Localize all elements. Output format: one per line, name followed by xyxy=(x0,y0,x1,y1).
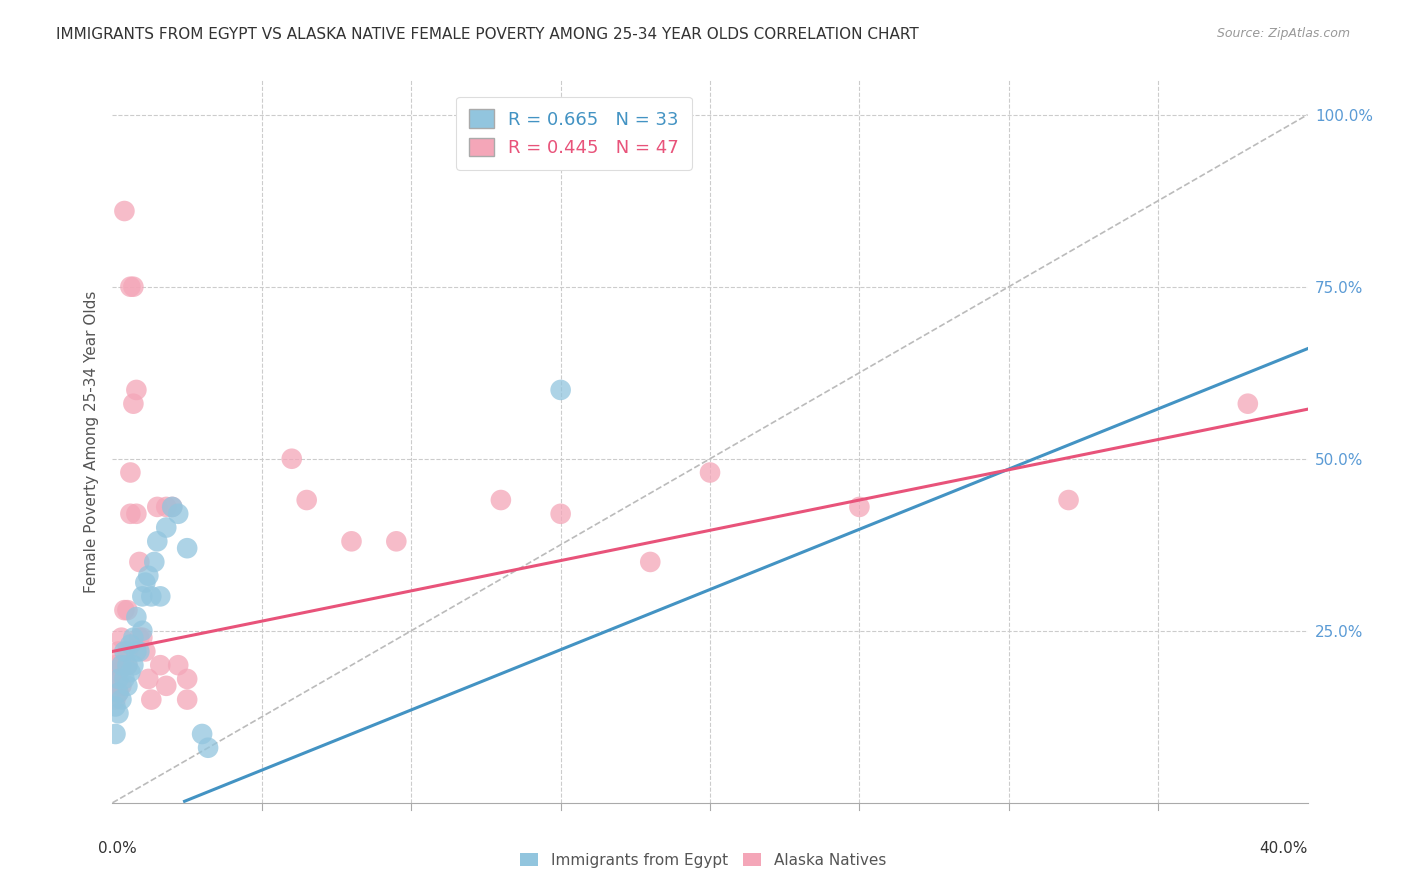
Point xyxy=(125,507,148,521)
Point xyxy=(107,686,129,700)
Point xyxy=(114,658,135,673)
Point xyxy=(114,204,135,219)
Point xyxy=(138,672,160,686)
Point xyxy=(110,658,132,673)
Point xyxy=(117,679,139,693)
Point xyxy=(110,658,132,673)
Point xyxy=(107,706,129,721)
Point xyxy=(699,466,721,480)
Point xyxy=(131,624,153,638)
Point xyxy=(125,383,148,397)
Point xyxy=(155,520,177,534)
Point xyxy=(146,500,169,514)
Point xyxy=(107,672,129,686)
Point xyxy=(640,555,662,569)
Point xyxy=(141,692,163,706)
Point xyxy=(197,740,219,755)
Point xyxy=(1057,493,1080,508)
Point xyxy=(131,590,153,604)
Point xyxy=(143,555,166,569)
Point xyxy=(149,590,172,604)
Point xyxy=(120,638,142,652)
Point xyxy=(110,631,132,645)
Point xyxy=(550,383,572,397)
Point xyxy=(155,500,177,514)
Point xyxy=(117,603,139,617)
Point xyxy=(117,658,139,673)
Point xyxy=(295,493,318,508)
Text: Source: ZipAtlas.com: Source: ZipAtlas.com xyxy=(1216,27,1350,40)
Point xyxy=(120,466,142,480)
Point xyxy=(122,397,145,411)
Point xyxy=(125,644,148,658)
Point xyxy=(114,644,135,658)
Point xyxy=(176,541,198,556)
Point xyxy=(489,493,512,508)
Text: 0.0%: 0.0% xyxy=(98,841,138,856)
Point xyxy=(120,665,142,679)
Point xyxy=(138,568,160,582)
Point xyxy=(125,610,148,624)
Point xyxy=(107,686,129,700)
Point xyxy=(134,575,156,590)
Point xyxy=(281,451,304,466)
Point xyxy=(122,658,145,673)
Point xyxy=(340,534,363,549)
Text: 40.0%: 40.0% xyxy=(1260,841,1308,856)
Point xyxy=(128,644,150,658)
Point xyxy=(104,672,127,686)
Point xyxy=(128,631,150,645)
Point xyxy=(1237,397,1260,411)
Legend: R = 0.665   N = 33, R = 0.445   N = 47: R = 0.665 N = 33, R = 0.445 N = 47 xyxy=(456,96,692,169)
Point xyxy=(176,672,198,686)
Point xyxy=(141,590,163,604)
Point xyxy=(114,603,135,617)
Point xyxy=(128,555,150,569)
Y-axis label: Female Poverty Among 25-34 Year Olds: Female Poverty Among 25-34 Year Olds xyxy=(83,291,98,592)
Point xyxy=(167,658,190,673)
Point xyxy=(122,631,145,645)
Point xyxy=(146,534,169,549)
Point xyxy=(117,644,139,658)
Point xyxy=(114,672,135,686)
Point xyxy=(155,679,177,693)
Point xyxy=(122,279,145,293)
Point xyxy=(117,658,139,673)
Point xyxy=(107,665,129,679)
Point xyxy=(176,692,198,706)
Point xyxy=(110,679,132,693)
Point xyxy=(162,500,183,514)
Point xyxy=(162,500,183,514)
Point xyxy=(167,507,190,521)
Legend: Immigrants from Egypt, Alaska Natives: Immigrants from Egypt, Alaska Natives xyxy=(512,845,894,875)
Point xyxy=(110,692,132,706)
Point xyxy=(131,631,153,645)
Point xyxy=(104,692,127,706)
Point xyxy=(120,507,142,521)
Point xyxy=(848,500,870,514)
Point xyxy=(104,699,127,714)
Point xyxy=(104,658,127,673)
Point xyxy=(550,507,572,521)
Point xyxy=(191,727,214,741)
Text: IMMIGRANTS FROM EGYPT VS ALASKA NATIVE FEMALE POVERTY AMONG 25-34 YEAR OLDS CORR: IMMIGRANTS FROM EGYPT VS ALASKA NATIVE F… xyxy=(56,27,920,42)
Point xyxy=(385,534,408,549)
Point xyxy=(107,644,129,658)
Point xyxy=(134,644,156,658)
Point xyxy=(120,279,142,293)
Point xyxy=(149,658,172,673)
Point xyxy=(104,727,127,741)
